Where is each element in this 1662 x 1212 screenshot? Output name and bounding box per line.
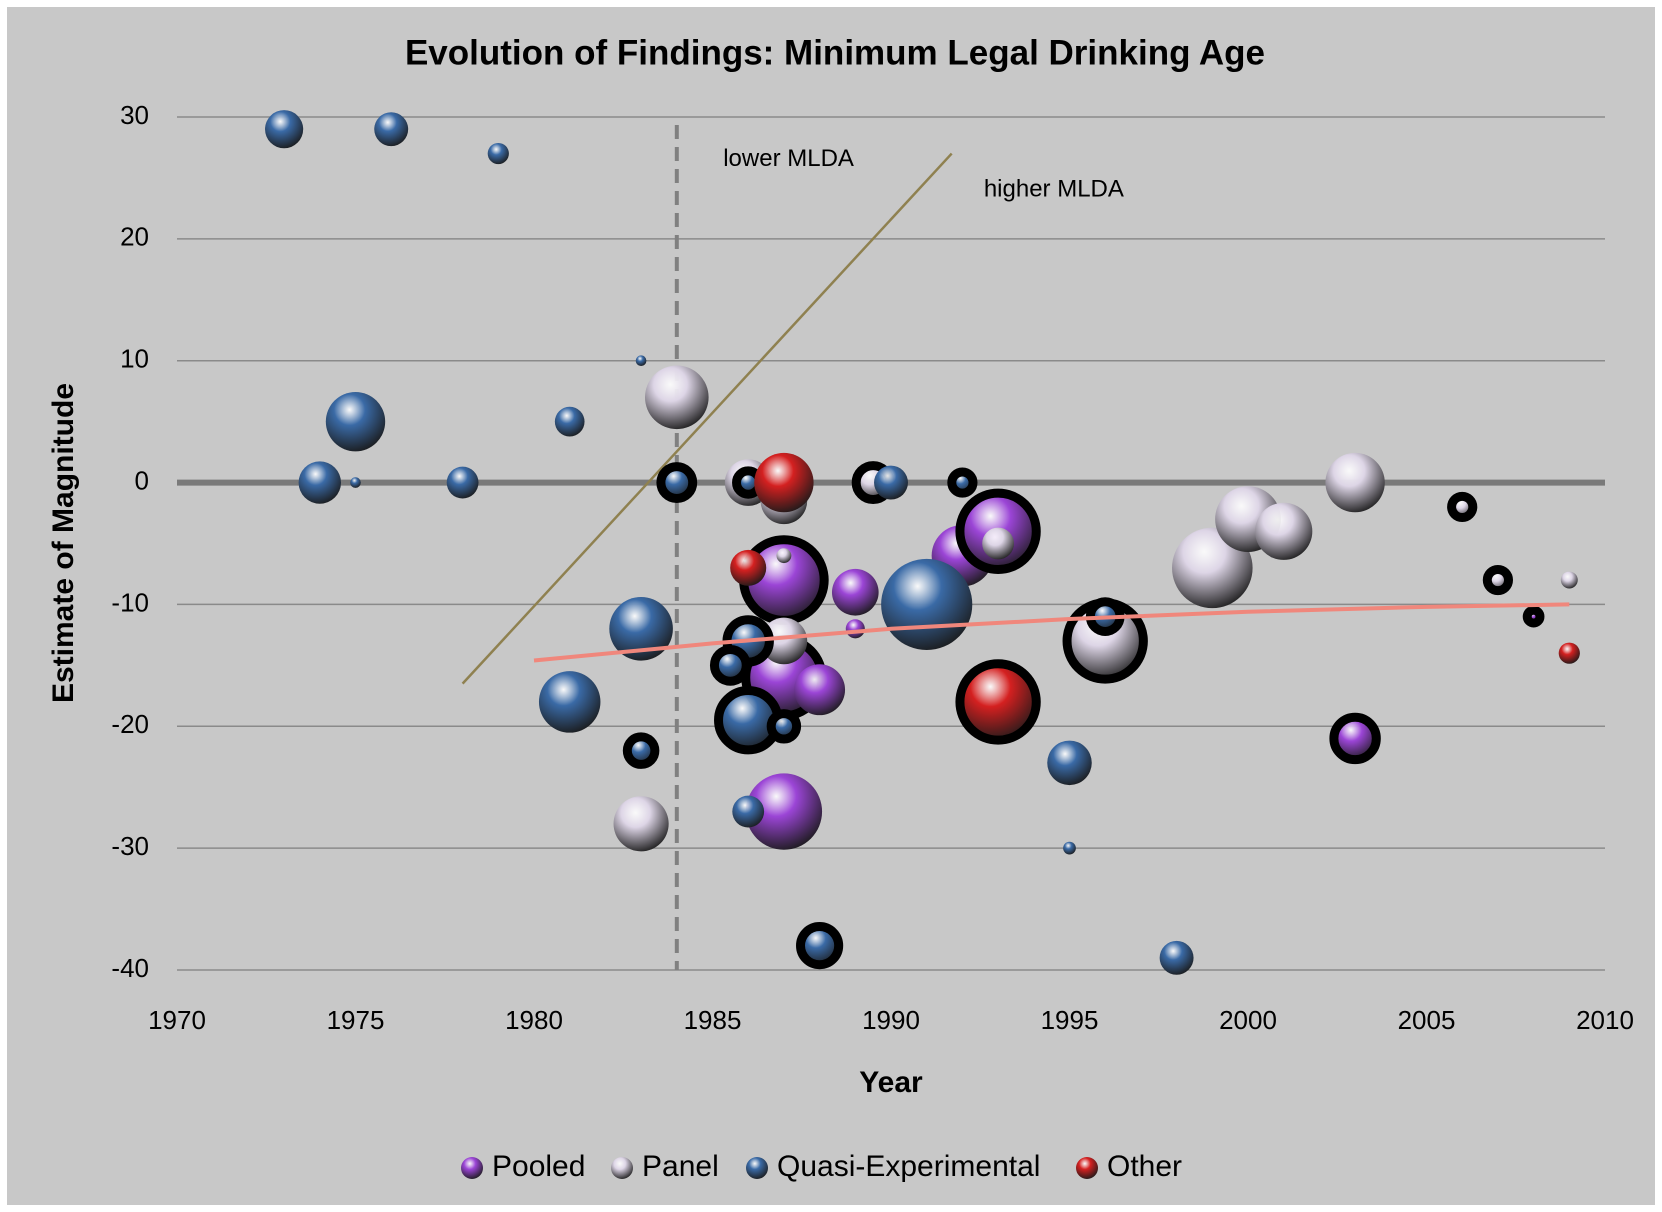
bubble [298, 461, 341, 504]
legend-marker [611, 1157, 633, 1179]
y-tick-label: -40 [111, 953, 149, 983]
bubble [1447, 491, 1478, 523]
y-tick-label: 20 [120, 222, 149, 252]
bubble [1482, 564, 1514, 596]
bubble [645, 365, 709, 430]
bubble [1159, 940, 1194, 975]
bubble [754, 452, 814, 513]
legend-label: Quasi-Experimental [777, 1150, 1040, 1183]
bubble [656, 462, 698, 503]
bubble [732, 795, 765, 828]
bubble [709, 644, 751, 686]
legend-label: Other [1107, 1150, 1182, 1183]
bubble [1255, 502, 1313, 560]
bubble [538, 671, 601, 733]
bubble [1329, 712, 1381, 765]
legend-label: Pooled [492, 1150, 585, 1183]
bubble [1558, 642, 1580, 664]
bubble [796, 922, 844, 970]
bubble [831, 568, 879, 616]
chart-background [7, 7, 1655, 1205]
y-tick-label: -20 [111, 709, 149, 739]
bubble [446, 466, 479, 499]
x-tick-label: 2010 [1576, 1005, 1634, 1035]
x-tick-label: 1980 [505, 1005, 563, 1035]
legend-label: Panel [642, 1150, 719, 1183]
legend-marker [746, 1157, 768, 1179]
bubble [845, 619, 865, 639]
chart-title: Evolution of Findings: Minimum Legal Dri… [405, 33, 1265, 72]
x-tick-label: 1990 [862, 1005, 920, 1035]
bubble [794, 664, 846, 716]
divider-line [461, 152, 953, 685]
y-tick-label: 0 [135, 465, 149, 495]
bubble [554, 406, 585, 437]
bubble [730, 549, 767, 586]
x-tick-label: 2005 [1398, 1005, 1456, 1035]
annotation: lower MLDA [723, 145, 854, 172]
x-tick-label: 1975 [327, 1005, 385, 1035]
bubble [622, 732, 660, 769]
x-tick-label: 1985 [684, 1005, 742, 1035]
y-tick-label: -10 [111, 587, 149, 617]
annotation: higher MLDA [984, 175, 1124, 202]
trendline [533, 602, 1570, 663]
bubble [374, 112, 409, 147]
y-tick-label: -30 [111, 831, 149, 861]
y-axis-label: Estimate of Magnitude [47, 383, 80, 703]
y-tick-label: 10 [120, 344, 149, 374]
bubble [745, 773, 823, 850]
bubble [613, 796, 669, 852]
bubble [874, 465, 908, 500]
bubble [955, 659, 1041, 745]
y-tick-label: 30 [120, 100, 149, 130]
bubble [982, 527, 1014, 560]
bubble [1063, 841, 1076, 855]
bubble [1047, 740, 1092, 786]
bubble [1325, 452, 1385, 513]
bubble [487, 142, 509, 165]
x-tick-label: 1995 [1041, 1005, 1099, 1035]
bubble [265, 110, 304, 149]
bubble [776, 548, 792, 564]
x-tick-label: 1970 [148, 1005, 206, 1035]
bubble [760, 617, 808, 665]
bubble [947, 467, 978, 498]
x-tick-label: 2000 [1219, 1005, 1277, 1035]
x-axis-label: Year [859, 1066, 923, 1099]
bubble [1522, 605, 1545, 628]
bubble [350, 477, 361, 488]
legend-marker [1076, 1157, 1098, 1179]
bubble [325, 391, 386, 452]
bubble [881, 558, 973, 651]
bubble [766, 709, 802, 744]
legend-marker [461, 1157, 483, 1179]
bubble [609, 597, 673, 661]
bubble [1560, 571, 1578, 589]
bubble [635, 355, 647, 367]
